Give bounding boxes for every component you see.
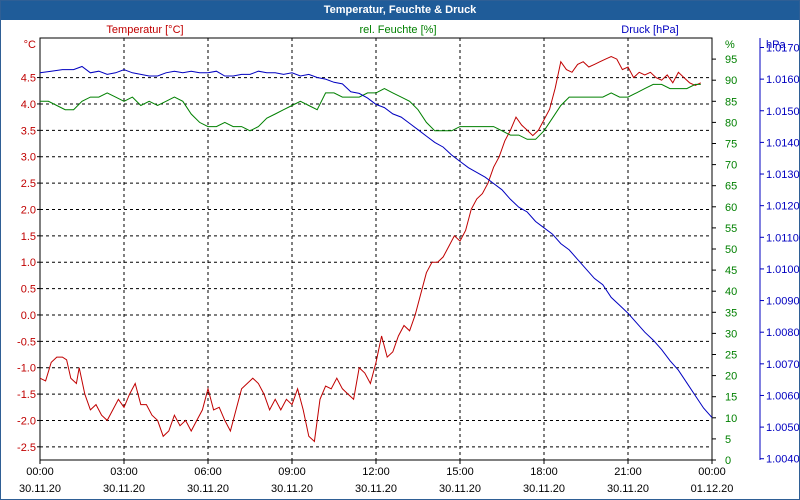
y-mid-tick-label: 35 [725,307,737,319]
y-mid-tick-label: 70 [725,160,737,172]
y-mid-tick-label: 95 [725,54,737,66]
y-mid-tick-label: 75 [725,139,737,151]
y-right-tick-label: 1.004000 [766,454,800,466]
x-tick-label-date: 30.11.20 [439,483,481,495]
temperature-line [39,55,702,443]
y-mid-tick-label: 65 [725,181,737,193]
x-tick-label-time: 18:00 [530,466,558,478]
x-tick-label-date: 01.12.20 [691,483,734,495]
y-right-tick-label: 1.013000 [766,169,800,181]
y-right-tick-label: 1.014000 [766,137,800,149]
y-left-tick-label: 1.0 [21,257,36,269]
y-mid-tick-label: 25 [725,350,737,362]
y-mid-axis-title: rel. Feuchte [%] [359,24,436,36]
x-tick-label-date: 30.11.20 [607,483,649,495]
y-mid-tick-label: 80 [725,117,737,129]
x-tick-label-date: 30.11.20 [271,483,313,495]
y-left-tick-label: -2.0 [17,415,36,427]
y-mid-tick-label: 5 [725,434,731,446]
x-tick-label-time: 21:00 [614,466,642,478]
y-left-tick-label: 1.5 [21,231,36,243]
y-left-tick-label: 4.0 [21,99,36,111]
y-left-tick-label: -2.5 [17,442,36,454]
y-right-tick-label: 1.012000 [766,201,800,213]
y-mid-tick-label: 20 [725,371,737,383]
x-tick-label-time: 09:00 [278,466,306,478]
y-mid-tick-label: 50 [725,244,737,256]
y-mid-tick-label: 40 [725,286,737,298]
y-right-tick-label: 1.011000 [766,232,800,244]
y-left-tick-label: -1.5 [17,389,36,401]
y-right-tick-label: 1.017000 [766,42,800,54]
y-left-tick-label: 0.5 [21,284,36,296]
x-tick-label-date: 30.11.20 [355,483,397,495]
y-mid-tick-label: 15 [725,392,737,404]
window-title: Temperatur, Feuchte & Druck [1,1,799,20]
y-right-tick-label: 1.008000 [766,327,800,339]
y-left-tick-label: 2.5 [21,178,36,190]
y-left-tick-label: -0.5 [17,336,36,348]
y-mid-tick-label: 10 [725,413,737,425]
x-tick-label-date: 30.11.20 [19,483,61,495]
y-right-tick-label: 1.009000 [766,296,800,308]
humidity-line [40,83,701,140]
y-mid-tick-label: 85 [725,96,737,108]
y-right-tick-label: 1.006000 [766,390,800,402]
x-tick-label-time: 00:00 [26,466,54,478]
x-tick-label-date: 30.11.20 [187,483,229,495]
x-tick-label-time: 12:00 [362,466,390,478]
x-tick-label-date: 30.11.20 [523,483,565,495]
pressure-line [39,65,713,418]
y-mid-tick-label: 0 [725,455,731,467]
y-left-unit: °C [24,39,36,51]
y-left-tick-label: 0.0 [21,310,36,322]
y-left-axis-title: Temperatur [°C] [106,24,183,36]
y-right-tick-label: 1.005000 [766,422,800,434]
y-mid-tick-label: 55 [725,223,737,235]
y-right-tick-label: 1.015000 [766,106,800,118]
y-left-tick-label: -1.0 [17,363,36,375]
x-tick-label-time: 06:00 [194,466,222,478]
y-mid-tick-label: 60 [725,202,737,214]
y-left-tick-label: 3.5 [21,125,36,137]
y-right-tick-label: 1.010000 [766,264,800,276]
y-left-tick-label: 4.5 [21,73,36,85]
y-mid-tick-label: 90 [725,75,737,87]
y-mid-unit: % [725,39,735,51]
y-mid-tick-label: 30 [725,328,737,340]
y-left-tick-label: 3.0 [21,152,36,164]
y-left-tick-label: 2.0 [21,204,36,216]
y-mid-tick-label: 45 [725,265,737,277]
x-tick-label-time: 00:00 [698,466,726,478]
x-tick-label-time: 15:00 [446,466,474,478]
y-right-axis-title: Druck [hPa] [621,24,678,36]
y-right-tick-label: 1.007000 [766,359,800,371]
y-right-unit: hPa [766,39,786,51]
x-tick-label-date: 30.11.20 [103,483,145,495]
x-tick-label-time: 03:00 [110,466,138,478]
y-right-tick-label: 1.016000 [766,74,800,86]
